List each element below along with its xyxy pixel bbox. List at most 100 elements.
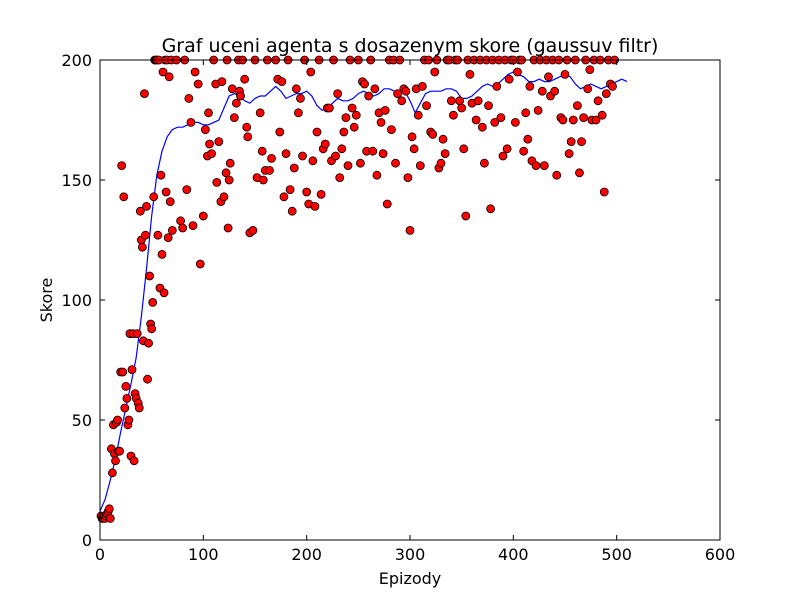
data-point (413, 110, 423, 120)
data-point (343, 161, 353, 171)
data-point (275, 127, 285, 137)
data-point (324, 103, 334, 113)
plot-frame (99, 59, 721, 541)
data-point (204, 108, 213, 118)
data-point (417, 82, 427, 91)
data-point (158, 67, 168, 77)
data-point (184, 94, 194, 103)
data-point (308, 156, 318, 166)
data-point (153, 230, 163, 240)
data-point (401, 86, 411, 96)
data-point (537, 86, 547, 96)
data-point (382, 199, 392, 209)
data-point (341, 113, 351, 122)
data-point (461, 211, 471, 221)
data-point (127, 365, 137, 375)
data-point (391, 158, 400, 168)
data-point (312, 127, 322, 137)
y-tick-label: 50 (72, 411, 92, 430)
data-point (533, 106, 543, 115)
data-point (289, 163, 299, 173)
x-tick-label: 500 (601, 545, 632, 564)
data-point (291, 84, 301, 94)
data-point (224, 175, 234, 185)
data-point (310, 201, 320, 211)
data-point (129, 456, 139, 466)
data-point (409, 144, 419, 154)
data-point (560, 70, 570, 79)
data-point (531, 161, 541, 171)
data-point (608, 82, 617, 91)
data-point (457, 103, 467, 113)
data-point (376, 118, 386, 127)
y-axis-label: Skore (37, 278, 56, 323)
data-point (231, 98, 241, 108)
x-axis-label: Epizody (379, 569, 442, 588)
data-point (140, 89, 149, 98)
data-point (477, 122, 487, 132)
data-point (214, 137, 224, 147)
data-point (349, 122, 359, 132)
data-point (122, 393, 132, 403)
data-point (188, 221, 198, 231)
data-point (333, 89, 343, 98)
data-point (378, 149, 388, 159)
data-point (265, 165, 274, 175)
y-tick-label: 150 (61, 171, 92, 190)
data-point (306, 67, 316, 77)
data-point (279, 192, 289, 202)
chart-title: Graf uceni agenta s dosazenym skore (gau… (162, 35, 659, 57)
data-point (225, 158, 235, 168)
data-point (120, 403, 130, 413)
data-point (479, 158, 489, 168)
data-point (248, 225, 258, 235)
data-point (190, 67, 200, 77)
data-point (132, 329, 142, 339)
data-point (147, 324, 157, 334)
data-point (471, 115, 481, 125)
data-point (430, 67, 440, 77)
x-tick-label: 400 (498, 545, 529, 564)
data-point (157, 249, 167, 259)
data-point (360, 79, 369, 89)
data-point (223, 223, 233, 233)
data-point (459, 144, 469, 154)
smoothed-line (100, 71, 628, 512)
data-point (496, 113, 506, 122)
y-tick-label: 0 (82, 531, 92, 550)
data-point (287, 206, 297, 216)
data-point (156, 170, 166, 180)
data-point (219, 192, 229, 202)
data-point (370, 84, 380, 94)
data-point (121, 381, 131, 391)
data-point (182, 185, 192, 195)
data-point (298, 151, 307, 161)
y-tick-label: 100 (61, 291, 92, 310)
data-point (205, 139, 214, 149)
data-point (221, 168, 231, 178)
data-point (403, 173, 413, 183)
data-point (258, 175, 268, 185)
data-point (212, 177, 222, 187)
data-point (593, 96, 603, 106)
data-point (255, 108, 265, 118)
data-point (200, 125, 210, 135)
data-point (119, 192, 129, 202)
data-point (178, 223, 188, 233)
data-point (601, 89, 611, 98)
data-point (486, 204, 496, 214)
data-point (236, 91, 245, 101)
data-point (428, 129, 438, 139)
data-point (591, 115, 601, 125)
data-point (440, 149, 450, 159)
data-point (207, 149, 217, 159)
data-point (521, 108, 531, 118)
data-point (242, 122, 252, 132)
data-point (436, 158, 446, 168)
data-point (335, 173, 345, 183)
data-point (490, 118, 500, 127)
x-tick-label: 0 (95, 545, 105, 564)
x-tick-label: 100 (188, 545, 219, 564)
data-point (243, 132, 253, 142)
